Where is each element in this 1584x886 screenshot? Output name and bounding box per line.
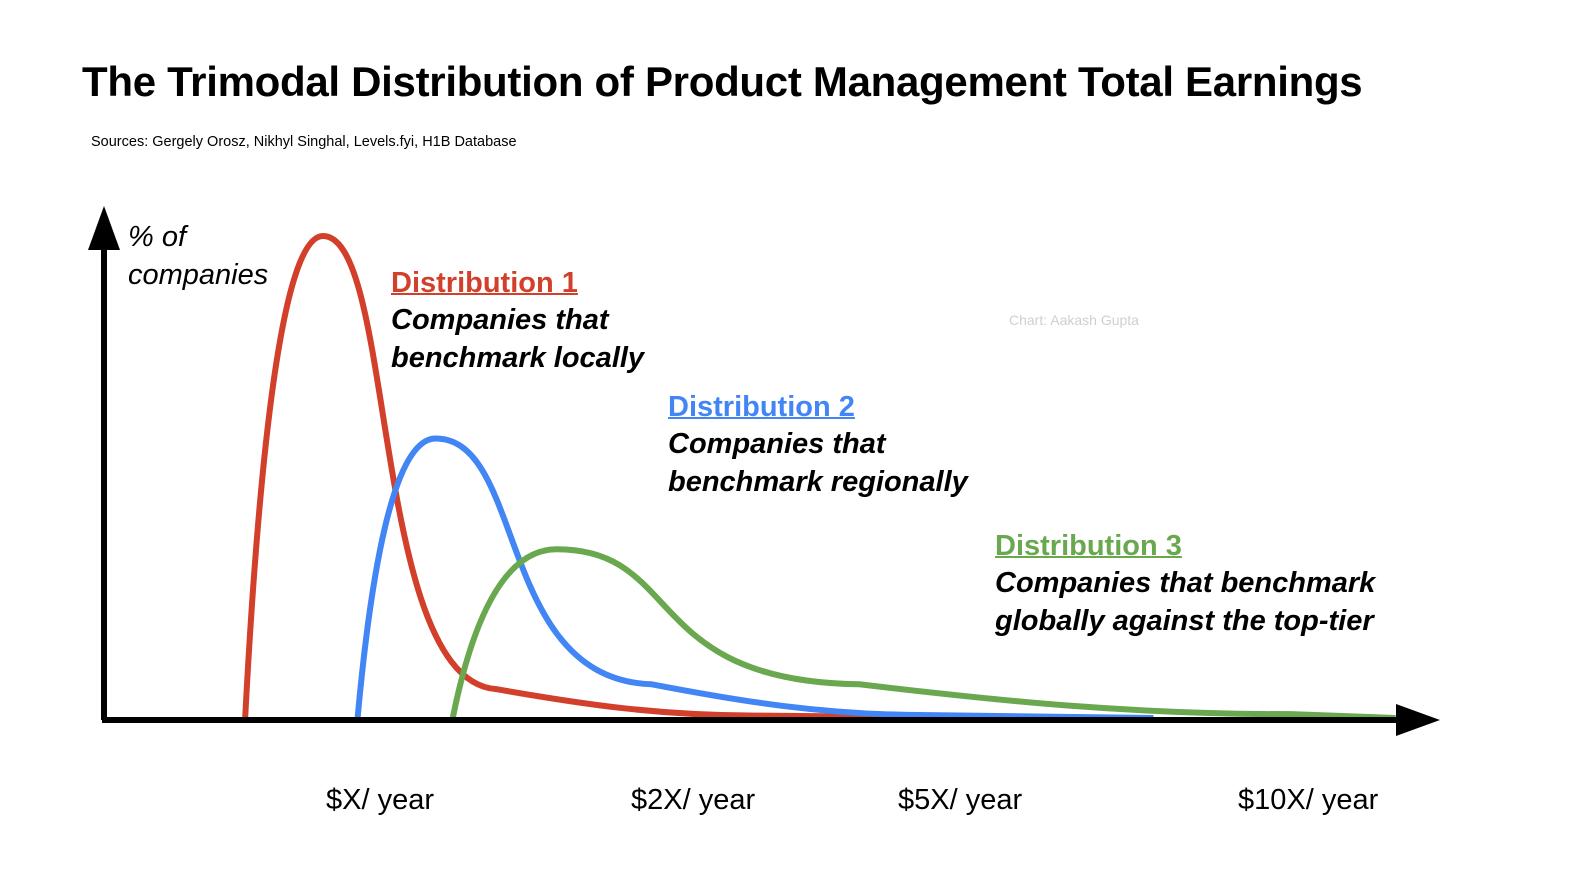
distribution-2-annotation: Distribution 2 Companies that benchmark …	[668, 389, 968, 501]
curve-group	[242, 233, 1396, 721]
x-tick-label: $5X/ year	[898, 784, 1023, 816]
chart-subtitle: Sources: Gergely Orosz, Nikhyl Singhal, …	[91, 134, 517, 150]
x-axis-arrow	[1396, 704, 1440, 736]
y-axis-label-line-1: % of	[128, 221, 187, 253]
distribution-3-desc-line-2: globally against the top-tier	[995, 605, 1374, 637]
distribution-2-name: Distribution 2	[668, 391, 855, 423]
distribution-1-desc-line-2: benchmark locally	[391, 342, 645, 374]
distribution-1-curve	[242, 233, 1016, 721]
distribution-1-name: Distribution 1	[391, 267, 578, 299]
chart-title: The Trimodal Distribution of Product Man…	[82, 58, 1363, 105]
y-axis-arrow	[88, 206, 120, 250]
distribution-2-curve	[354, 435, 1154, 721]
y-axis-label-line-2: companies	[128, 259, 269, 291]
distribution-2-desc-line-1: Companies that	[668, 428, 886, 460]
distribution-1-desc-line-1: Companies that	[391, 304, 609, 336]
distribution-3-curve	[449, 546, 1396, 721]
distribution-3-desc-line-1: Companies that benchmark	[995, 567, 1376, 599]
chart-credit: Chart: Aakash Gupta	[1009, 312, 1139, 328]
x-tick-label: $10X/ year	[1238, 784, 1379, 816]
distribution-3-name: Distribution 3	[995, 530, 1182, 562]
distribution-2-desc-line-2: benchmark regionally	[668, 466, 968, 498]
distribution-3-annotation: Distribution 3 Companies that benchmark …	[995, 528, 1375, 640]
y-axis-label: % of companies	[128, 218, 268, 294]
distribution-1-annotation: Distribution 1 Companies that benchmark …	[391, 265, 644, 377]
x-tick-label: $X/ year	[326, 784, 434, 816]
x-tick-label: $2X/ year	[631, 784, 756, 816]
